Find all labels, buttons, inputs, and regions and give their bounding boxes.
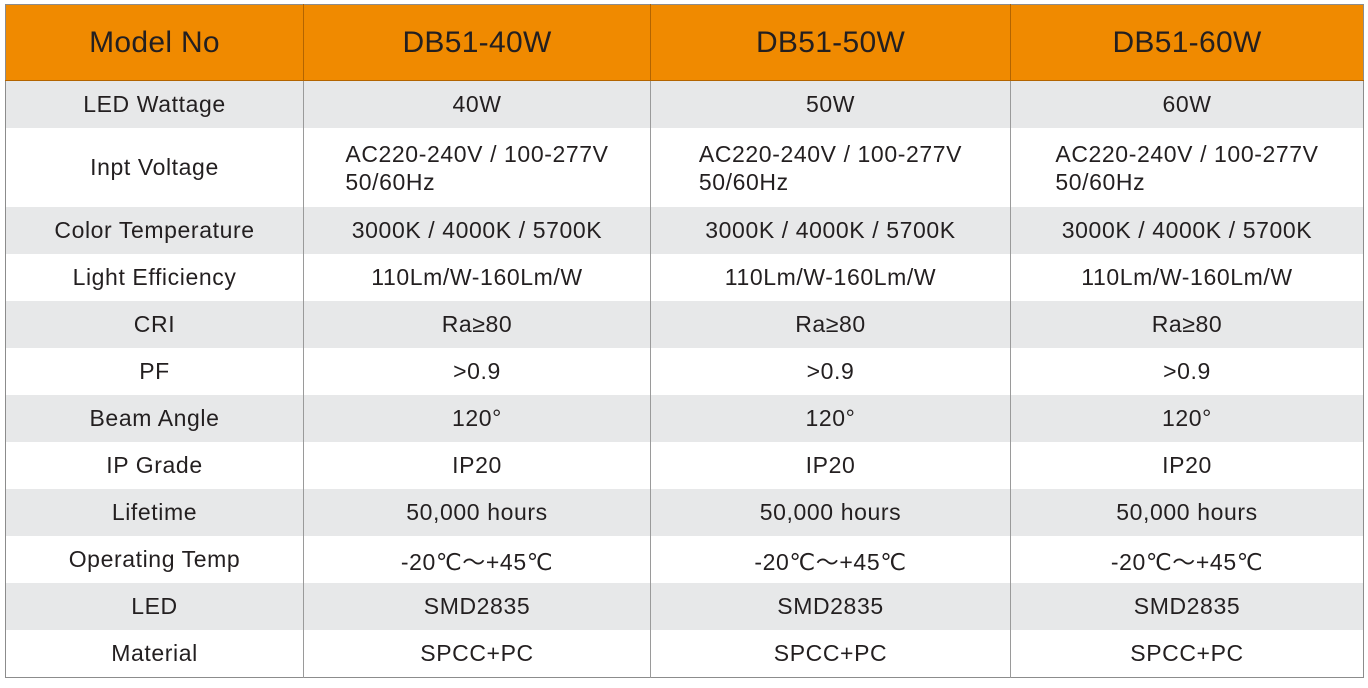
table-header: Model No DB51-40W DB51-50W DB51-60W [5,4,1364,81]
voltage-value: AC220-240V / 100-277V 50/60Hz [1055,140,1318,196]
table-body: LED Wattage 40W 50W 60W Inpt Voltage AC2… [5,80,1364,678]
table-row: Light Efficiency 110Lm/W-160Lm/W 110Lm/W… [5,254,1364,301]
spec-table: Model No DB51-40W DB51-50W DB51-60W LED … [5,4,1364,678]
row-value: 110Lm/W-160Lm/W [303,254,651,301]
table-row: LED SMD2835 SMD2835 SMD2835 [5,583,1364,630]
table-row: Inpt Voltage AC220-240V / 100-277V 50/60… [5,128,1364,207]
row-value: Ra≥80 [303,301,651,348]
header-label-cell: Model No [5,4,304,81]
table-row: Material SPCC+PC SPCC+PC SPCC+PC [5,630,1364,678]
row-label: Light Efficiency [5,254,304,301]
table-row: IP Grade IP20 IP20 IP20 [5,442,1364,489]
row-label: Beam Angle [5,395,304,442]
row-value: SPCC+PC [303,630,651,678]
row-value: Ra≥80 [650,301,1011,348]
header-model-cell: DB51-50W [650,4,1011,81]
frequency-line: 50/60Hz [345,168,436,195]
voltage-line: AC220-240V / 100-277V [345,140,609,167]
row-label: LED [5,583,304,630]
row-value: SPCC+PC [650,630,1011,678]
frequency-line: 50/60Hz [698,168,789,195]
row-value: AC220-240V / 100-277V 50/60Hz [303,128,651,207]
row-value: -20℃～+45℃ [1010,536,1364,583]
row-value: Ra≥80 [1010,301,1364,348]
row-value: -20℃～+45℃ [303,536,651,583]
voltage-value: AC220-240V / 100-277V 50/60Hz [699,140,962,196]
table-row: CRI Ra≥80 Ra≥80 Ra≥80 [5,301,1364,348]
header-model-cell: DB51-40W [303,4,651,81]
row-value: 3000K / 4000K / 5700K [650,207,1011,254]
row-value: >0.9 [650,348,1011,395]
row-label: IP Grade [5,442,304,489]
row-label: CRI [5,301,304,348]
voltage-line: AC220-240V / 100-277V [698,140,963,167]
row-value: 120° [303,395,651,442]
row-value: 50,000 hours [1010,489,1364,536]
row-label: Material [5,630,304,678]
voltage-value: AC220-240V / 100-277V 50/60Hz [345,140,608,196]
row-label: Inpt Voltage [5,128,304,207]
row-label: LED Wattage [5,80,304,128]
row-label: Lifetime [5,489,304,536]
table-row: PF >0.9 >0.9 >0.9 [5,348,1364,395]
row-value: >0.9 [1010,348,1364,395]
row-value: SMD2835 [1010,583,1364,630]
header-row: Model No DB51-40W DB51-50W DB51-60W [5,4,1364,81]
row-value: AC220-240V / 100-277V 50/60Hz [1010,128,1364,207]
row-value: 110Lm/W-160Lm/W [1010,254,1364,301]
table-row: Lifetime 50,000 hours 50,000 hours 50,00… [5,489,1364,536]
frequency-line: 50/60Hz [1055,168,1146,195]
header-model-cell: DB51-60W [1010,4,1364,81]
row-value: 50,000 hours [650,489,1011,536]
row-value: -20℃～+45℃ [650,536,1011,583]
voltage-line: AC220-240V / 100-277V [1055,140,1319,167]
row-value: 3000K / 4000K / 5700K [1010,207,1364,254]
row-value: 120° [1010,395,1364,442]
row-value: 120° [650,395,1011,442]
row-value: 50,000 hours [303,489,651,536]
row-value: 110Lm/W-160Lm/W [650,254,1011,301]
row-value: SMD2835 [303,583,651,630]
row-value: 50W [650,80,1011,128]
table-row: LED Wattage 40W 50W 60W [5,80,1364,128]
row-value: IP20 [650,442,1011,489]
row-value: >0.9 [303,348,651,395]
row-value: 3000K / 4000K / 5700K [303,207,651,254]
row-label: Color Temperature [5,207,304,254]
row-value: IP20 [303,442,651,489]
row-value: SPCC+PC [1010,630,1364,678]
row-value: 40W [303,80,651,128]
row-value: 60W [1010,80,1364,128]
table-row: Color Temperature 3000K / 4000K / 5700K … [5,207,1364,254]
row-value: IP20 [1010,442,1364,489]
table-row: Operating Temp -20℃～+45℃ -20℃～+45℃ -20℃～… [5,536,1364,583]
row-label: Operating Temp [5,536,304,583]
row-value: SMD2835 [650,583,1011,630]
row-label: PF [5,348,304,395]
table-row: Beam Angle 120° 120° 120° [5,395,1364,442]
row-value: AC220-240V / 100-277V 50/60Hz [650,128,1011,207]
